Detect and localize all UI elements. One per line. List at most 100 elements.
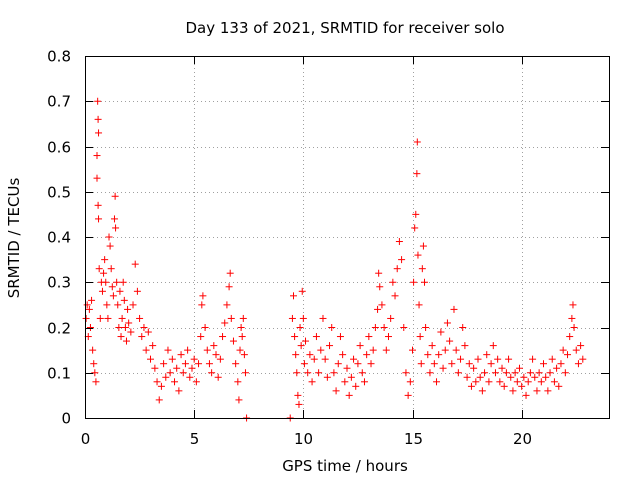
data-point [398, 256, 406, 264]
data-point [426, 369, 434, 377]
x-tick-label: 15 [404, 430, 423, 448]
data-point [507, 373, 515, 381]
data-point [520, 373, 528, 381]
data-point [94, 97, 102, 105]
data-point [235, 396, 243, 404]
data-point [467, 382, 475, 390]
data-point [201, 324, 209, 331]
data-point [413, 170, 421, 178]
data-point [112, 224, 120, 232]
data-point [457, 355, 465, 363]
data-point [296, 324, 304, 331]
data-point [239, 314, 247, 322]
data-point [120, 296, 128, 304]
data-point [140, 324, 148, 331]
data-point [428, 342, 436, 350]
data-point [241, 369, 249, 377]
data-point [413, 138, 421, 146]
data-point [515, 364, 523, 372]
data-point [441, 346, 449, 354]
data-point [288, 314, 296, 322]
y-tick-label: 0.6 [47, 139, 71, 157]
data-point [465, 360, 473, 368]
data-point [384, 333, 392, 341]
data-point [336, 333, 344, 341]
data-point [238, 333, 246, 341]
data-point [234, 378, 242, 386]
data-point [537, 378, 545, 386]
data-point [378, 301, 386, 309]
data-point [93, 174, 101, 182]
data-point [199, 292, 207, 300]
data-point [298, 287, 306, 295]
data-point [323, 373, 331, 381]
data-point [114, 301, 122, 309]
data-point [555, 382, 563, 390]
data-point [210, 342, 218, 350]
data-point [452, 346, 460, 354]
data-points [82, 97, 587, 422]
data-point [190, 355, 198, 363]
data-point [546, 369, 554, 377]
data-point [118, 314, 126, 322]
data-point [476, 373, 484, 381]
data-point [95, 129, 103, 137]
data-point [133, 287, 141, 295]
data-point [505, 355, 513, 363]
data-point [94, 201, 102, 209]
data-point [433, 378, 441, 386]
data-point [195, 360, 203, 368]
grid [85, 56, 609, 418]
data-point [175, 387, 183, 395]
data-point [395, 238, 403, 246]
data-point [354, 360, 362, 368]
y-tick-label: 0.2 [47, 320, 71, 338]
data-point [454, 369, 462, 377]
data-point [518, 382, 526, 390]
data-point [409, 346, 416, 354]
data-point [553, 364, 561, 372]
data-point [88, 296, 96, 304]
data-point [153, 378, 161, 386]
data-point [548, 355, 556, 363]
data-point [328, 324, 336, 331]
y-tick-label: 0.4 [47, 229, 71, 247]
data-point [138, 333, 146, 341]
data-point [91, 369, 99, 377]
y-tick-label: 0.1 [47, 365, 71, 383]
data-point [483, 351, 491, 359]
data-point [119, 278, 127, 286]
data-point [171, 378, 179, 386]
data-point [559, 346, 567, 354]
data-point [294, 391, 302, 399]
data-point [402, 369, 410, 377]
data-point [151, 364, 159, 372]
data-point [96, 314, 104, 322]
data-point [544, 387, 552, 395]
data-point [310, 355, 318, 363]
data-point [472, 378, 480, 386]
data-point [177, 351, 185, 359]
data-point [374, 305, 382, 313]
data-point [290, 292, 298, 300]
data-point [574, 360, 582, 368]
data-point [446, 337, 454, 345]
data-point [391, 292, 399, 300]
data-point [406, 378, 414, 386]
data-point [168, 355, 176, 363]
data-point [358, 369, 366, 377]
data-point [414, 251, 422, 259]
data-point [339, 351, 347, 359]
data-point [300, 360, 308, 368]
data-point [561, 369, 569, 377]
data-point [579, 355, 587, 363]
data-point [411, 224, 419, 232]
data-point [529, 355, 537, 363]
data-point [350, 355, 358, 363]
axis-ticks: 0 0.1 0.2 0.3 0.4 0.5 0.6 0.7 0.8 0 5 10 15 20 [47, 48, 609, 448]
data-point [481, 369, 489, 377]
data-point [306, 351, 314, 359]
data-point [526, 369, 534, 377]
data-point [569, 301, 577, 309]
